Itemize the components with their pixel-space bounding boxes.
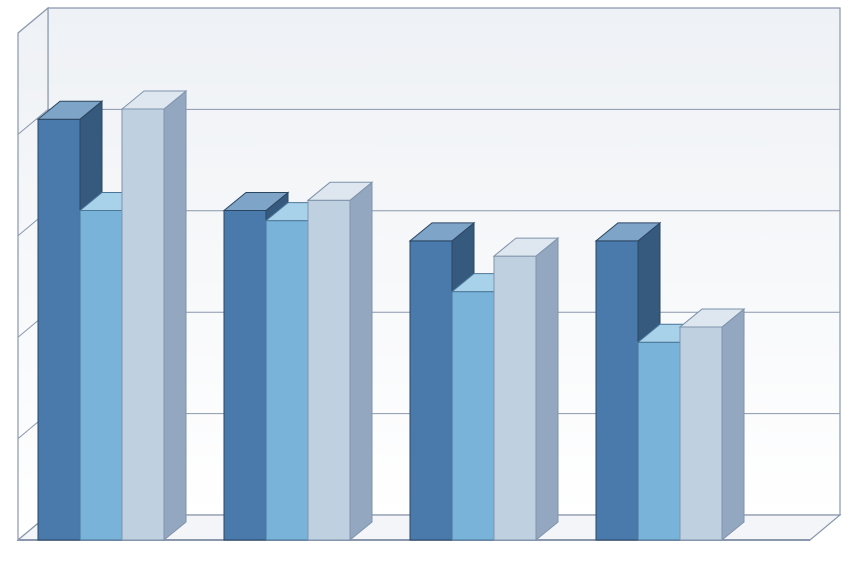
- bar-front: [494, 256, 536, 540]
- bar-front: [410, 241, 452, 540]
- bar-front: [596, 241, 638, 540]
- bar-front: [224, 210, 266, 540]
- bar-front: [638, 342, 680, 540]
- bar-front: [266, 221, 308, 540]
- bar-front: [122, 109, 164, 540]
- bar-front: [452, 292, 494, 540]
- bar-front: [680, 327, 722, 540]
- bar-front: [38, 119, 80, 540]
- bar-3d-chart: [0, 0, 848, 566]
- bar-side: [536, 238, 558, 540]
- bar-side: [164, 91, 186, 540]
- bar-front: [308, 200, 350, 540]
- bar-side: [350, 182, 372, 540]
- bar-front: [80, 210, 122, 540]
- bar-side: [722, 309, 744, 540]
